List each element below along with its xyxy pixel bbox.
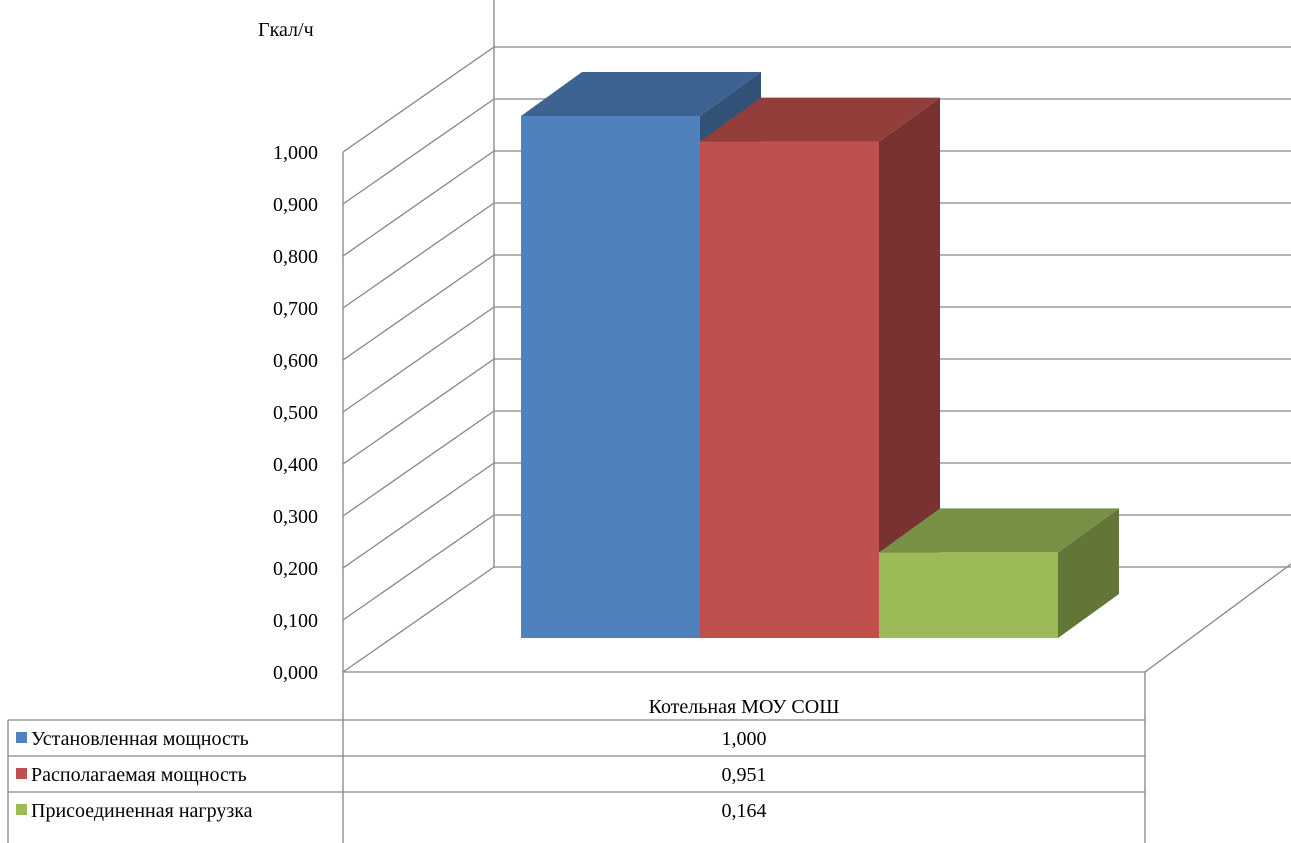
side-gridline (342, 410, 495, 517)
side-gridline (342, 358, 495, 465)
legend-label: Присоединенная нагрузка (31, 800, 253, 822)
data-table-value: 0,951 (722, 764, 767, 786)
bar-side-face (879, 97, 940, 638)
side-gridline (342, 98, 495, 205)
y-tick-label: 0,400 (273, 454, 318, 476)
side-gridline (342, 306, 495, 413)
data-table: Котельная МОУ СОШ Установленная мощность 1… (7, 672, 1146, 843)
legend-label: Установленная мощность (31, 728, 249, 750)
y-tick-label: 0,300 (273, 506, 318, 528)
y-axis-ticks: 0,000 0,100 0,200 0,300 0,400 0,500 0,600 0,700… (273, 142, 318, 684)
legend-swatch (16, 804, 27, 815)
legend-swatch (16, 732, 27, 743)
bar-top-face (521, 72, 761, 116)
side-gridline (342, 462, 495, 569)
y-tick-label: 1,000 (273, 142, 318, 164)
bar-2 (700, 97, 940, 638)
bars (521, 72, 1119, 638)
y-tick-label: 0,500 (273, 402, 318, 424)
side-gridline (342, 566, 495, 673)
y-tick-label: 0,700 (273, 298, 318, 320)
category-label: Котельная МОУ СОШ (649, 696, 840, 718)
y-tick-label: 0,100 (273, 610, 318, 632)
side-gridline (342, 150, 495, 257)
bar-front-face (521, 116, 700, 638)
legend-swatch (16, 768, 27, 779)
bar-top-face (879, 508, 1119, 553)
bar-top-face (700, 97, 940, 142)
bar-front-face (879, 552, 1058, 638)
bar-side-face (1058, 508, 1119, 638)
y-axis-unit-label: Гкал/ч (258, 19, 314, 41)
legend-label: Располагаемая мощность (31, 764, 247, 786)
side-gridline (342, 254, 495, 361)
floor-right-edge (1144, 563, 1291, 673)
y-tick-label: 0,600 (273, 350, 318, 372)
y-tick-label: 0,200 (273, 558, 318, 580)
bar-front-face (700, 141, 879, 638)
y-tick-label: 0,800 (273, 246, 318, 268)
side-gridline (342, 514, 495, 621)
side-gridline (342, 202, 495, 309)
y-tick-label: 0,900 (273, 194, 318, 216)
side-gridline (342, 46, 495, 153)
bar-3 (879, 508, 1119, 638)
data-table-value: 0,164 (722, 800, 767, 822)
y-tick-label: 0,000 (273, 662, 318, 684)
data-table-value: 1,000 (722, 728, 767, 750)
